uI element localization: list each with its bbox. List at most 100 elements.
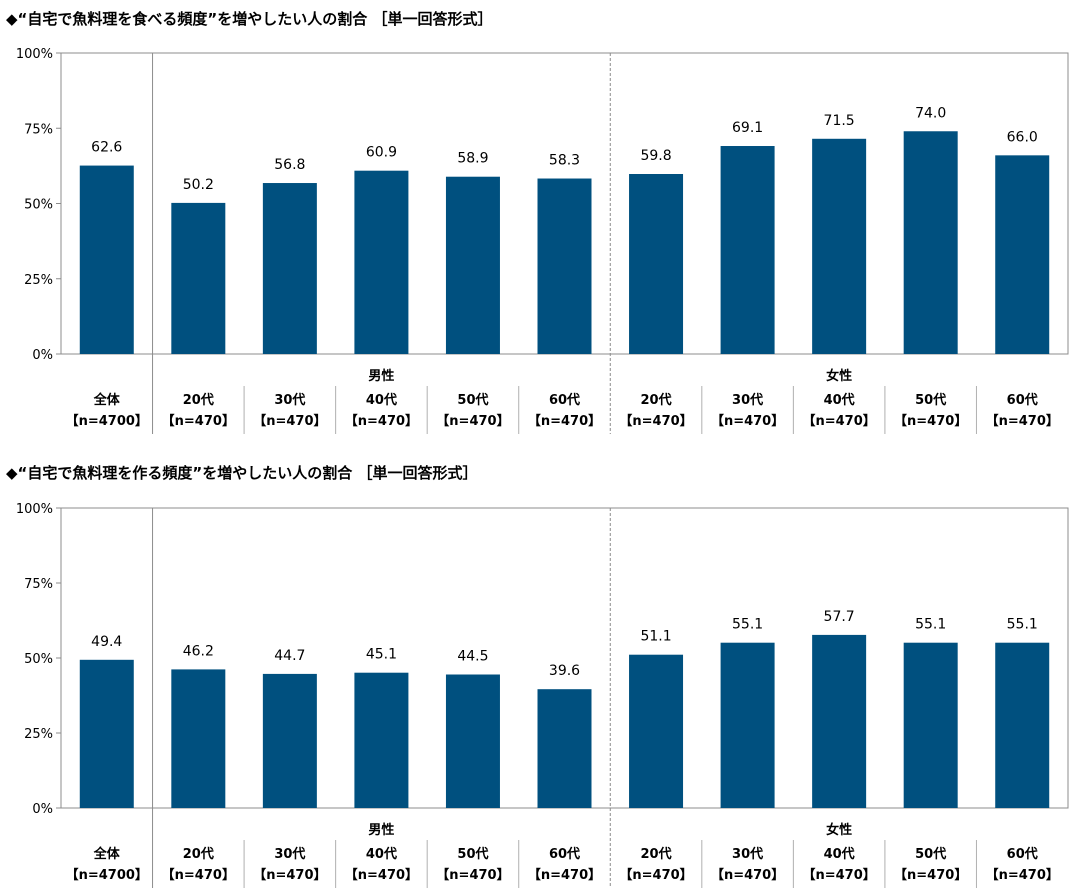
category-label: 全体 <box>93 392 121 408</box>
bar <box>445 674 500 808</box>
bar <box>445 176 500 354</box>
sample-size-label: 【n=470】 <box>436 867 509 883</box>
y-tick-label: 25% <box>24 727 53 742</box>
category-label: 40代 <box>824 392 855 408</box>
chart-2: 100% 75% 50% 25% 0% 49.4 全体【n=4700】 46.2 20代【n=4… <box>16 502 1069 888</box>
data-label: 58.9 <box>457 151 488 167</box>
category-label: 40代 <box>366 392 397 408</box>
group-label-female: 女性 <box>826 368 852 384</box>
bar <box>812 634 867 808</box>
category-label: 60代 <box>549 392 580 408</box>
category-label: 60代 <box>1007 392 1038 408</box>
bar <box>262 183 317 354</box>
data-label: 56.8 <box>274 157 305 173</box>
bar <box>171 669 226 808</box>
data-label: 51.1 <box>640 629 671 645</box>
y-tick-label: 100% <box>16 502 53 517</box>
sample-size-label: 【n=470】 <box>894 867 967 883</box>
data-label: 62.6 <box>91 140 122 156</box>
data-label: 46.2 <box>183 643 214 659</box>
category-label: 20代 <box>183 392 214 408</box>
category-label: 50代 <box>915 392 946 408</box>
sample-size-label: 【n=470】 <box>986 867 1059 883</box>
sample-size-label: 【n=470】 <box>162 413 235 429</box>
bar <box>537 689 592 808</box>
bar <box>903 131 958 354</box>
group-label-male: 男性 <box>368 368 394 384</box>
data-label: 74.0 <box>915 105 946 121</box>
data-label: 44.7 <box>274 648 305 664</box>
data-label: 55.1 <box>915 617 946 633</box>
category-label: 60代 <box>1007 846 1038 862</box>
sample-size-label: 【n=470】 <box>711 413 784 429</box>
sample-size-label: 【n=470】 <box>528 867 601 883</box>
data-label: 49.4 <box>91 634 122 650</box>
y-tick-label: 75% <box>24 122 53 137</box>
category-label: 50代 <box>457 846 488 862</box>
bar <box>171 202 226 354</box>
data-label: 55.1 <box>1007 617 1038 633</box>
bar <box>537 178 592 354</box>
sample-size-label: 【n=470】 <box>619 413 692 429</box>
category-label: 20代 <box>640 392 671 408</box>
sample-size-label: 【n=470】 <box>802 867 875 883</box>
sample-size-label: 【n=470】 <box>162 867 235 883</box>
sample-size-label: 【n=470】 <box>345 413 418 429</box>
category-label: 30代 <box>732 392 763 408</box>
sample-size-label: 【n=470】 <box>436 413 509 429</box>
y-tick-label: 0% <box>32 348 53 363</box>
category-label: 50代 <box>915 846 946 862</box>
sample-size-label: 【n=470】 <box>802 413 875 429</box>
group-label-male: 男性 <box>368 822 394 838</box>
sample-size-label: 【n=470】 <box>253 413 326 429</box>
y-tick-label: 0% <box>32 802 53 817</box>
data-label: 50.2 <box>183 177 214 193</box>
category-label: 30代 <box>274 392 305 408</box>
sample-size-label: 【n=470】 <box>711 867 784 883</box>
chart-1: 100% 75% 50% 25% 0% 62.6 全体【n=4700】 50.2 20代【n=4… <box>16 47 1069 434</box>
data-label: 71.5 <box>824 113 855 129</box>
bar <box>262 673 317 808</box>
sample-size-label: 【n=470】 <box>986 413 1059 429</box>
bar <box>720 146 775 354</box>
sample-size-label: 【n=470】 <box>619 867 692 883</box>
bar <box>903 642 958 808</box>
y-tick-label: 50% <box>24 198 53 213</box>
sample-size-label: 【n=470】 <box>253 867 326 883</box>
bar <box>629 654 684 808</box>
category-label: 40代 <box>824 846 855 862</box>
bar <box>354 170 409 354</box>
bar <box>629 174 684 354</box>
bar <box>354 672 409 808</box>
y-tick-label: 75% <box>24 577 53 592</box>
data-label: 44.5 <box>457 649 488 665</box>
category-label: 30代 <box>732 846 763 862</box>
data-label: 39.6 <box>549 663 580 679</box>
chart-1-title: ◆“自宅で魚料理を食べる頻度”を増やしたい人の割合 ［単一回答形式］ <box>6 10 493 28</box>
data-label: 66.0 <box>1007 129 1038 145</box>
sample-size-label: 【n=4700】 <box>66 413 148 429</box>
bar <box>995 155 1050 354</box>
data-label: 45.1 <box>366 647 397 663</box>
category-label: 全体 <box>93 846 121 862</box>
sample-size-label: 【n=4700】 <box>66 867 148 883</box>
category-label: 30代 <box>274 846 305 862</box>
data-label: 58.3 <box>549 153 580 169</box>
category-label: 60代 <box>549 846 580 862</box>
bar <box>720 642 775 808</box>
category-label: 50代 <box>457 392 488 408</box>
sample-size-label: 【n=470】 <box>894 413 967 429</box>
sample-size-label: 【n=470】 <box>345 867 418 883</box>
category-label: 20代 <box>183 846 214 862</box>
data-label: 57.7 <box>824 609 855 625</box>
category-label: 40代 <box>366 846 397 862</box>
y-tick-label: 25% <box>24 273 53 288</box>
category-label: 20代 <box>640 846 671 862</box>
sample-size-label: 【n=470】 <box>528 413 601 429</box>
y-tick-label: 100% <box>16 47 53 62</box>
data-label: 59.8 <box>640 148 671 164</box>
data-label: 60.9 <box>366 145 397 161</box>
bar <box>79 165 134 354</box>
data-label: 69.1 <box>732 120 763 136</box>
chart-2-title: ◆“自宅で魚料理を作る頻度”を増やしたい人の割合 ［単一回答形式］ <box>6 464 478 482</box>
